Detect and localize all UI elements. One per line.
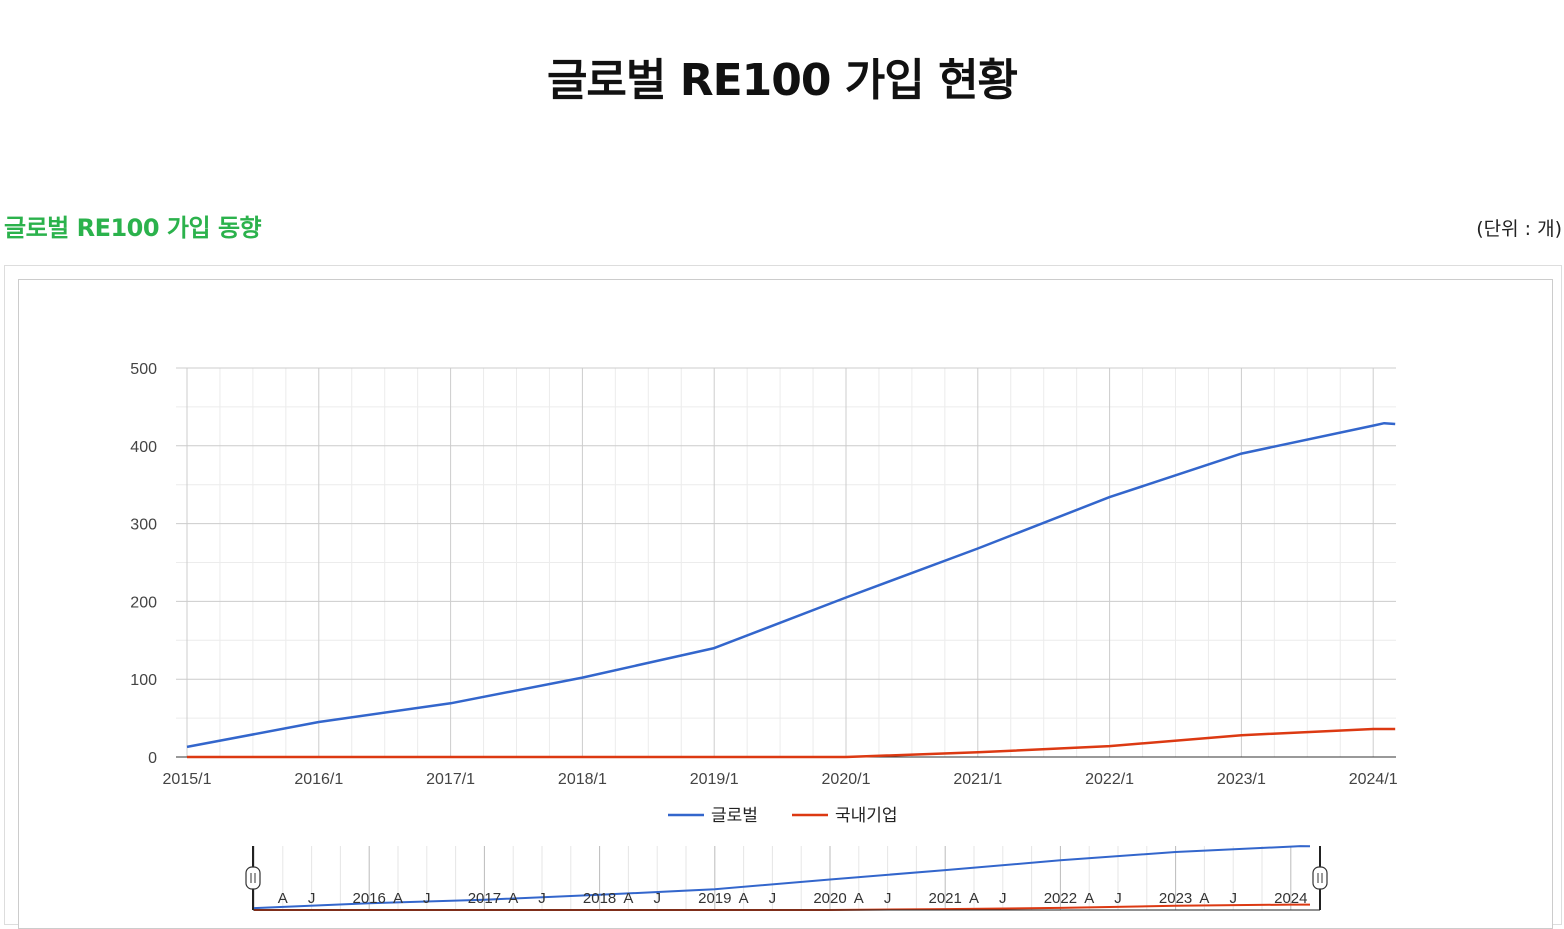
range-axis-label: J [884, 890, 892, 907]
series-layer [187, 423, 1395, 757]
y-tick-label: 500 [130, 361, 157, 378]
legend-layer: 글로벌 국내기업 [668, 806, 898, 826]
range-axis-label: 2024 [1274, 890, 1307, 907]
y-tick-label: 200 [130, 594, 157, 611]
legend-label-global: 글로벌 [711, 806, 758, 826]
y-tick-label: 100 [130, 672, 157, 689]
range-axis-label: 2018 [583, 890, 616, 907]
range-axis-label: J [999, 890, 1007, 907]
range-axis-label: A [1199, 890, 1209, 907]
range-axis-label: A [278, 890, 288, 907]
range-selector[interactable]: A J 2016 A J 2017 A J 2018 A J 2019 A J 2020 A J 2021 A J 20… [246, 846, 1327, 910]
range-axis-label: J [423, 890, 431, 907]
range-axis-label: 2023 [1159, 890, 1192, 907]
x-tick-label: 2015/1 [163, 771, 212, 788]
range-axis-label: J [308, 890, 316, 907]
y-tick-label: 400 [130, 439, 157, 456]
range-axis-label: J [1229, 890, 1237, 907]
range-axis-label: A [739, 890, 749, 907]
range-axis-label: 2021 [929, 890, 962, 907]
range-end-handle[interactable] [1313, 867, 1327, 889]
x-tick-label: 2016/1 [294, 771, 343, 788]
series-line-global [187, 423, 1395, 747]
range-axis-label: 2020 [813, 890, 846, 907]
range-axis-label: 2022 [1044, 890, 1077, 907]
range-axis-label: A [393, 890, 403, 907]
axis-layer: 0 100 200 300 400 500 2015/1 2016/1 2017/1 2018/1… [130, 361, 1397, 788]
y-tick-label: 300 [130, 517, 157, 534]
range-axis-label: A [854, 890, 864, 907]
range-start-handle-grip [246, 867, 260, 889]
range-axis-label: A [969, 890, 979, 907]
range-axis-label: A [1084, 890, 1094, 907]
range-axis-label: J [769, 890, 777, 907]
range-axis-label: J [1114, 890, 1122, 907]
legend-label-domestic: 국내기업 [835, 806, 898, 826]
x-tick-label: 2019/1 [690, 771, 739, 788]
x-tick-label: 2024/1 [1349, 771, 1398, 788]
x-tick-label: 2020/1 [822, 771, 871, 788]
range-axis-label: J [653, 890, 661, 907]
x-tick-label: 2021/1 [953, 771, 1002, 788]
range-start-handle[interactable] [246, 867, 260, 889]
series-line-domestic [187, 729, 1395, 757]
range-axis-label: A [508, 890, 518, 907]
grid-layer [176, 368, 1396, 757]
x-tick-label: 2023/1 [1217, 771, 1266, 788]
y-tick-label: 0 [148, 750, 157, 767]
range-axis-label: 2017 [468, 890, 501, 907]
range-axis-label: 2019 [698, 890, 731, 907]
range-axis-label: A [623, 890, 633, 907]
x-tick-label: 2018/1 [558, 771, 607, 788]
range-end-handle-grip [1313, 867, 1327, 889]
range-axis-label: J [538, 890, 546, 907]
x-tick-label: 2017/1 [426, 771, 475, 788]
range-axis-label: 2016 [353, 890, 386, 907]
x-tick-label: 2022/1 [1085, 771, 1134, 788]
